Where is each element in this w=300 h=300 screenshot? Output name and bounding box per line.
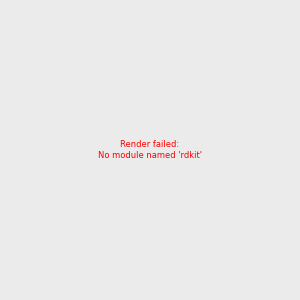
Text: Render failed:
No module named 'rdkit': Render failed: No module named 'rdkit'	[98, 140, 202, 160]
